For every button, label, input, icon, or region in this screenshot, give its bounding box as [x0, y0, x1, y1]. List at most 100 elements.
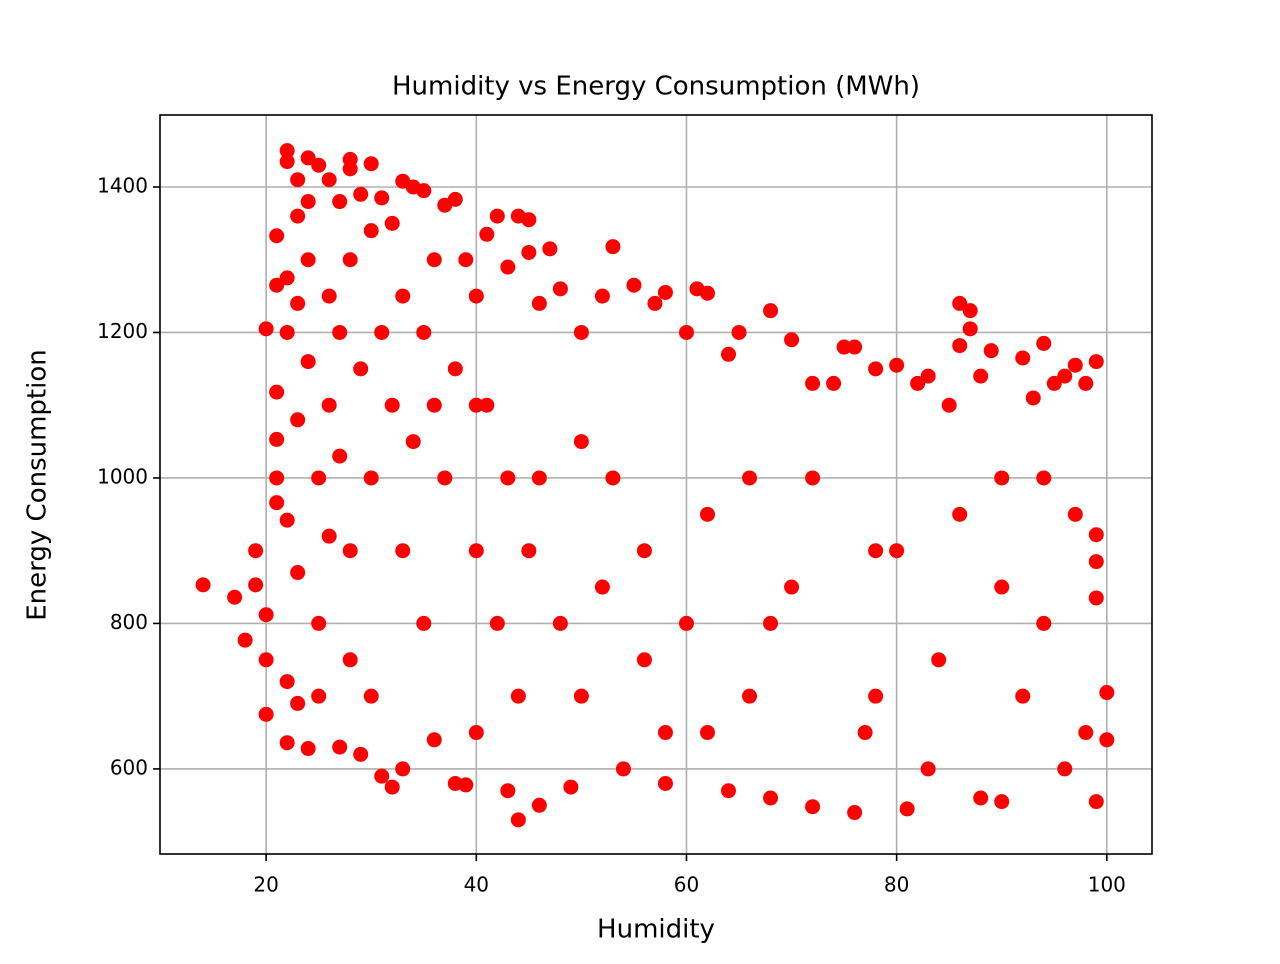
point — [868, 543, 884, 559]
point — [447, 361, 463, 377]
point — [416, 615, 432, 631]
point — [521, 543, 537, 559]
point — [353, 186, 369, 202]
point — [763, 790, 779, 806]
point — [857, 725, 873, 741]
point — [721, 783, 737, 799]
point — [962, 321, 978, 337]
point — [437, 470, 453, 486]
point — [1036, 615, 1052, 631]
point — [279, 154, 295, 170]
y-tick-label: 800 — [110, 610, 148, 634]
point — [279, 512, 295, 528]
point — [500, 470, 516, 486]
point — [847, 339, 863, 355]
point — [227, 589, 243, 605]
point — [721, 346, 737, 362]
point — [657, 725, 673, 741]
point — [426, 252, 442, 268]
point — [784, 332, 800, 348]
point — [763, 615, 779, 631]
point — [836, 339, 852, 355]
point — [342, 652, 358, 668]
point — [1099, 685, 1115, 701]
point — [342, 543, 358, 559]
point — [279, 674, 295, 690]
point — [447, 191, 463, 207]
point — [279, 270, 295, 286]
point — [1099, 732, 1115, 748]
point — [552, 281, 568, 297]
point — [416, 324, 432, 340]
point — [269, 431, 285, 447]
chart-title: Humidity vs Energy Consumption (MWh) — [392, 72, 920, 102]
point — [952, 295, 968, 311]
point — [678, 615, 694, 631]
point — [332, 739, 348, 755]
point — [1015, 350, 1031, 366]
point — [594, 579, 610, 595]
point — [847, 805, 863, 821]
point — [353, 361, 369, 377]
point — [994, 470, 1010, 486]
point — [300, 252, 316, 268]
point — [889, 543, 905, 559]
point — [468, 397, 484, 413]
point — [311, 688, 327, 704]
point — [952, 338, 968, 354]
point — [395, 288, 411, 304]
point — [994, 579, 1010, 595]
point — [973, 790, 989, 806]
point — [384, 215, 400, 231]
point — [805, 470, 821, 486]
point — [374, 190, 390, 206]
point — [342, 161, 358, 177]
point — [1036, 470, 1052, 486]
point — [468, 543, 484, 559]
point — [1046, 375, 1062, 391]
point — [542, 241, 558, 257]
point — [426, 732, 442, 748]
point — [1067, 506, 1083, 522]
point — [899, 801, 915, 817]
point — [332, 324, 348, 340]
point — [363, 156, 379, 172]
point — [300, 354, 316, 370]
point — [458, 777, 474, 793]
point — [626, 277, 642, 293]
point — [269, 228, 285, 244]
point — [363, 223, 379, 239]
x-tick-label: 80 — [884, 873, 909, 897]
point — [1078, 725, 1094, 741]
point — [321, 172, 337, 188]
y-tick-label: 1400 — [97, 174, 148, 198]
point — [269, 495, 285, 511]
x-tick-label: 20 — [253, 873, 278, 897]
point — [636, 543, 652, 559]
point — [458, 252, 474, 268]
point — [311, 470, 327, 486]
point — [195, 577, 211, 593]
point — [1078, 375, 1094, 391]
point — [290, 172, 306, 188]
point — [479, 397, 495, 413]
point — [1025, 390, 1041, 406]
point — [290, 412, 306, 428]
point — [321, 397, 337, 413]
point — [300, 741, 316, 757]
point — [784, 579, 800, 595]
point — [500, 783, 516, 799]
x-tick-label: 100 — [1088, 873, 1126, 897]
point — [489, 208, 505, 224]
point — [489, 615, 505, 631]
point — [290, 295, 306, 311]
point — [1057, 761, 1073, 777]
point — [248, 543, 264, 559]
point — [636, 652, 652, 668]
point — [573, 434, 589, 450]
y-tick-label: 1200 — [97, 319, 148, 343]
point — [269, 470, 285, 486]
point — [573, 324, 589, 340]
point — [269, 384, 285, 400]
point — [605, 239, 621, 255]
